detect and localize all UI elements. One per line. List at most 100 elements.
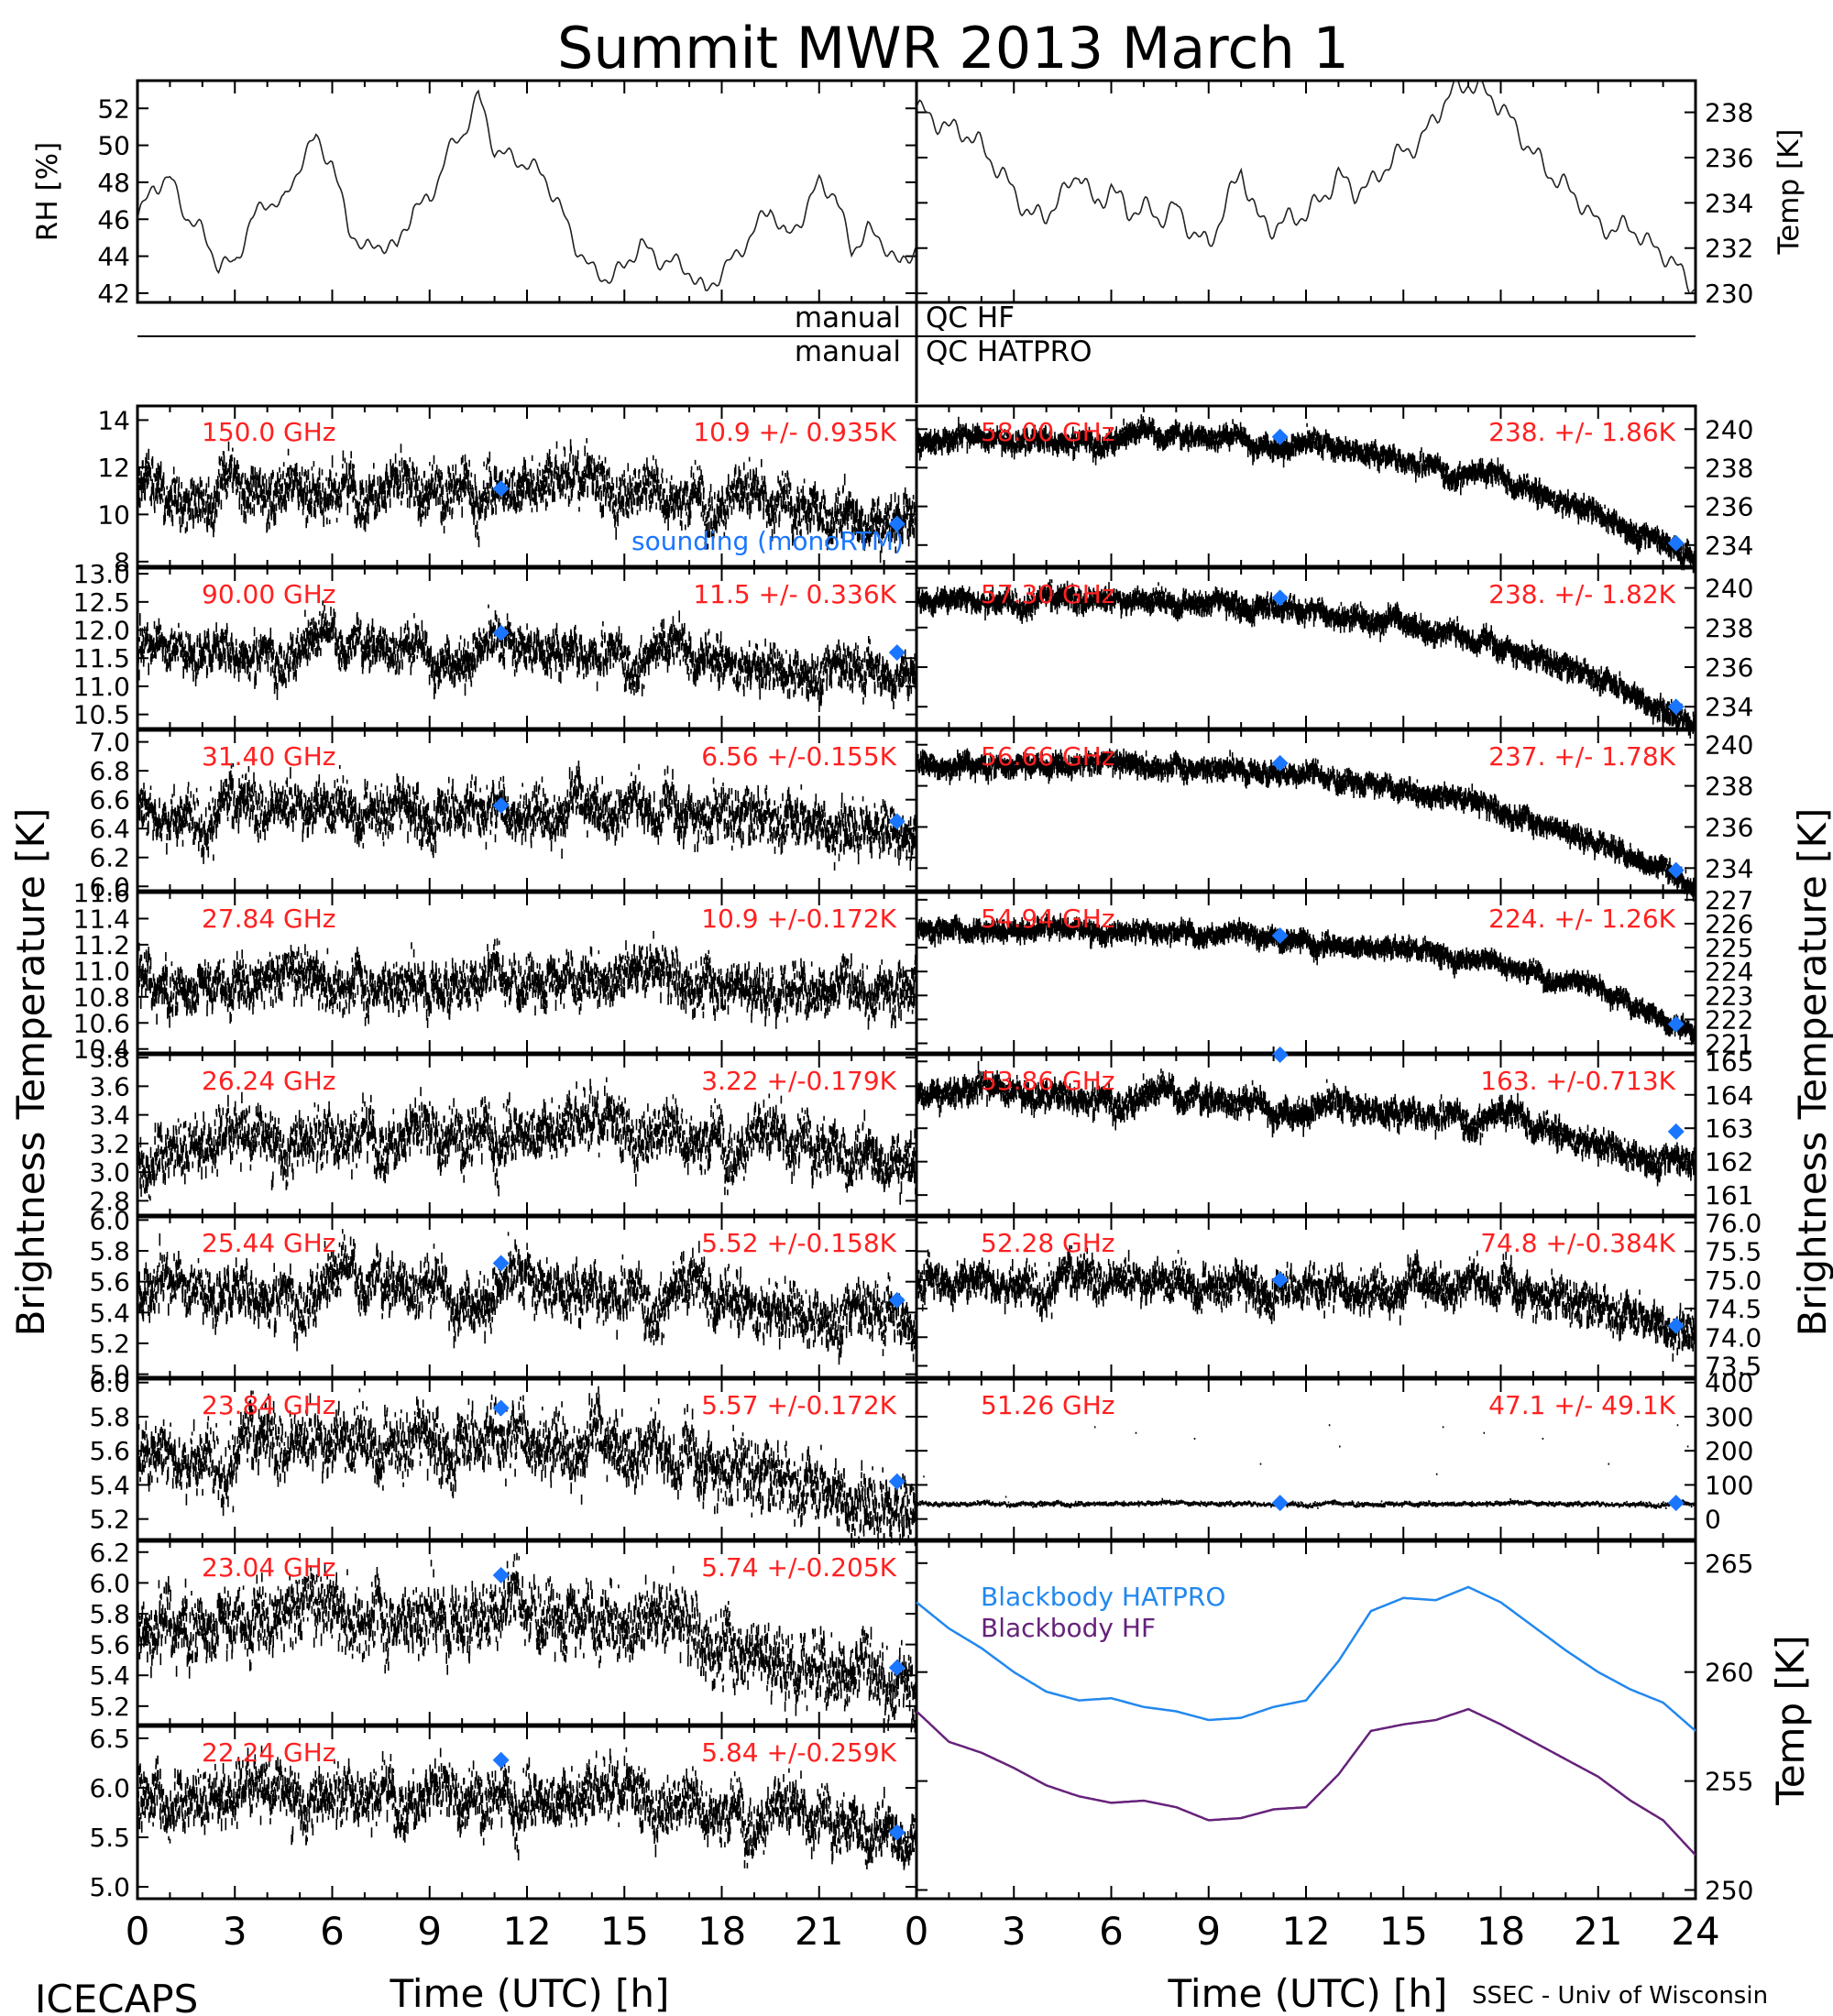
bt2544-model-point (492, 1255, 510, 1272)
bt5228-ytick-label: 75.0 (1705, 1265, 1762, 1296)
panel-bt2624: 2.83.03.23.43.63.8 26.24 GHz 3.22 +/-0.179… (89, 1043, 918, 1217)
bt2224-xtick-label: 9 (417, 1909, 442, 1954)
rh-series-0 (137, 89, 917, 291)
bt5474-ytick-label: 222 (1705, 1004, 1753, 1035)
bt5474-ytick-label: 221 (1705, 1029, 1753, 1059)
bt5730-freq-label: 57.30 GHz (981, 579, 1115, 609)
bt2544-ytick-label: 5.0 (89, 1360, 130, 1390)
bt3140-ytick-label: 6.8 (89, 756, 130, 786)
y-label-bt-right: Brightness Temperature [K] (1790, 808, 1833, 1337)
bt2224-measurements (137, 1745, 918, 1870)
bt2544-measurements (137, 1229, 918, 1365)
bt3140-model-point (492, 796, 510, 814)
bt5474-model-point (1667, 1015, 1685, 1033)
bt5800-ytick-label: 234 (1705, 531, 1753, 561)
blackbody-series-1 (916, 1707, 1696, 1857)
bt2544-freq-label: 25.44 GHz (202, 1228, 336, 1258)
bt5800-model-point (1271, 428, 1289, 445)
bt2384-ytick-label: 6.0 (89, 1368, 130, 1398)
bt90-model-point (888, 644, 906, 662)
temp-ylabel: Temp [K] (1773, 129, 1806, 256)
bt5730-stat-label: 238. +/- 1.82K (1488, 579, 1675, 609)
bt3140-ytick-label: 7.0 (89, 728, 130, 758)
bt5800-measurements (916, 414, 1697, 574)
temp-series-0 (916, 80, 1696, 295)
panel-bt90: 10.511.011.512.012.513.0 90.00 GHz 11.5 +/… (73, 559, 918, 730)
bt150-ytick-label: 10 (97, 499, 130, 530)
temp-ytick-label: 238 (1705, 98, 1753, 128)
bt2384-measurements (137, 1386, 918, 1550)
rh-ytick-label: 52 (97, 93, 130, 124)
bt90-stat-label: 11.5 +/- 0.336K (693, 579, 896, 609)
rh-ytick-label: 50 (97, 131, 130, 161)
bt2624-ytick-label: 2.8 (89, 1186, 130, 1216)
bt90-freq-label: 90.00 GHz (202, 579, 336, 609)
bt2384-stat-label: 5.57 +/-0.172K (701, 1390, 896, 1420)
bt2544-ytick-label: 5.2 (89, 1329, 130, 1359)
blackbody-xtick-label: 9 (1196, 1909, 1221, 1954)
bt5730-model-point (1271, 589, 1289, 607)
bt5228-ytick-label: 74.5 (1705, 1294, 1762, 1324)
bt3140-ytick-label: 6.0 (89, 871, 130, 902)
rh-ytick-label: 48 (97, 168, 130, 198)
rh-ytick-label: 42 (97, 279, 130, 309)
bt5666-ytick-label: 240 (1705, 730, 1753, 761)
bt2384-freq-label: 23.84 GHz (202, 1390, 336, 1420)
bt2224-xtick-label: 18 (697, 1909, 746, 1954)
bt2304-ytick-label: 5.6 (89, 1630, 130, 1660)
blackbody-legend-0: Blackbody HATPRO (981, 1582, 1225, 1612)
bt2544-ytick-label: 6.0 (89, 1205, 130, 1235)
bt5126-model-point (1271, 1495, 1289, 1512)
bt2304-ytick-label: 5.2 (89, 1692, 130, 1722)
panel-bt5126: 0 100 200 300 400 51.26 GHz 47.1 +/- 49.1K (915, 1368, 1753, 1541)
footer-ssec: SSEC - Univ of Wisconsin (1472, 1982, 1768, 2010)
bt150-model-label: sounding (monoRTM) (631, 526, 904, 556)
bt5386-measurements (916, 1060, 1697, 1187)
bt2224-xtick-label: 0 (126, 1909, 150, 1954)
panel-bt2384: 5.2 5.4 5.6 5.8 6.0 23.84 GHz 5.57 +/-0.172K (89, 1368, 918, 1550)
bt5666-ytick-label: 238 (1705, 772, 1753, 802)
panels-group: 42 44 46 48 50 52 RH [%] 230 232 234 236 238 Temp [K… (31, 79, 1813, 1954)
bt90-ytick-label: 13.0 (73, 559, 130, 589)
bt2624-stat-label: 3.22 +/-0.179K (701, 1066, 896, 1096)
bt2784-stat-label: 10.9 +/-0.172K (701, 904, 896, 934)
bt5228-ytick-label: 73.5 (1705, 1352, 1762, 1382)
bt2224-freq-label: 22.24 GHz (202, 1737, 336, 1768)
bt2544-stat-label: 5.52 +/-0.158K (701, 1228, 896, 1258)
temp-ytick-label: 232 (1705, 234, 1753, 264)
qc-hf-text: QC HF (926, 301, 1015, 334)
bt5800-stat-label: 238. +/- 1.86K (1488, 417, 1675, 447)
bt2304-model-point (492, 1566, 510, 1583)
bt2224-xtick-label: 21 (795, 1909, 843, 1954)
bt2384-ytick-label: 5.4 (89, 1470, 130, 1500)
bt5666-model-point (1667, 861, 1685, 879)
bt5228-stat-label: 74.8 +/-0.384K (1480, 1228, 1675, 1258)
bt5126-ytick-label: 200 (1705, 1436, 1753, 1466)
blackbody-xtick-label: 6 (1099, 1909, 1124, 1954)
panel-bt3140: 6.06.26.46.66.87.0 31.40 GHz 6.56 +/-0.155… (89, 728, 918, 902)
bt5474-ytick-label: 223 (1705, 981, 1753, 1011)
bt2224-xtick-label: 12 (502, 1909, 551, 1954)
bt2624-ytick-label: 3.2 (89, 1129, 130, 1159)
bt3140-model-point (888, 813, 906, 830)
temp-ytick-label: 234 (1705, 188, 1753, 218)
rh-ytick-label: 44 (97, 242, 130, 272)
bt5386-ytick-label: 161 (1705, 1180, 1753, 1211)
bt2304-measurements (137, 1552, 918, 1733)
panel-bt150: 8 10 12 14 150.0 GHz 10.9 +/- 0.935K sounding … (97, 404, 918, 577)
blackbody-xtick-label: 12 (1281, 1909, 1330, 1954)
bt2784-ytick-label: 11.6 (73, 878, 130, 908)
bt2384-ytick-label: 5.2 (89, 1505, 130, 1535)
footer-icecaps: ICECAPS (35, 1977, 198, 2016)
bt150-ytick-label: 12 (97, 453, 130, 483)
bt2304-ytick-label: 5.4 (89, 1660, 130, 1691)
blackbody-xtick-label: 3 (1002, 1909, 1026, 1954)
panel-bt5666: 234 236 238 240 56.66 GHz 237. +/- 1.78K (915, 729, 1753, 902)
panel-temp: 230 232 234 236 238 Temp [K] (915, 79, 1806, 309)
bt5228-model-point (1667, 1317, 1685, 1334)
bt2224-xtick-label: 3 (223, 1909, 247, 1954)
bt2544-model-point (888, 1291, 906, 1309)
qc-strip: manual QC HF manual QC HATPRO (137, 301, 1696, 403)
